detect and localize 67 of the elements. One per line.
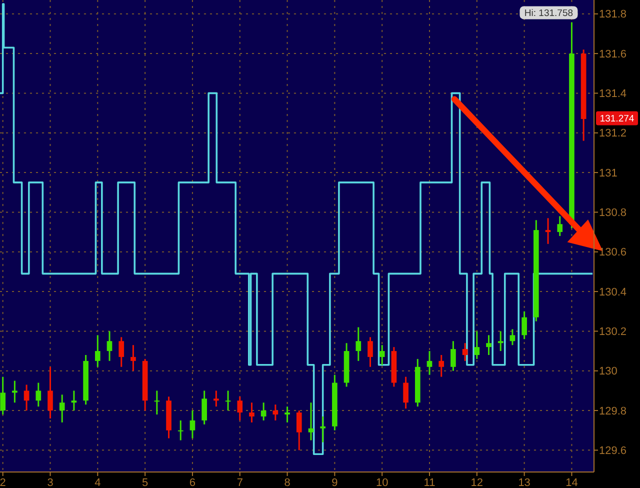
candlestick <box>510 328 516 346</box>
y-tick-label: 129.6 <box>599 445 627 458</box>
candlestick <box>426 350 432 376</box>
candlestick <box>284 406 290 424</box>
x-tick-label: 12 <box>470 477 484 488</box>
annotation: Hi: 131.758 <box>524 8 574 20</box>
candlestick <box>368 336 373 368</box>
x-tick-label: 5 <box>142 477 148 488</box>
candlestick <box>94 334 100 368</box>
x-tick-label: 14 <box>566 477 578 488</box>
x-tick-label: 4 <box>94 477 101 488</box>
candlestick <box>48 366 53 420</box>
y-tick-label: 130.8 <box>599 207 627 220</box>
x-tick-label: 11 <box>424 477 436 488</box>
candlestick <box>462 342 468 362</box>
x-tick-label: 13 <box>518 477 530 488</box>
candlestick <box>486 334 492 356</box>
y-tick-label: 130.6 <box>599 246 627 259</box>
x-tick-label: 6 <box>189 477 196 488</box>
candlestick <box>498 330 504 352</box>
candlestick <box>296 410 302 451</box>
candlestick <box>237 396 243 422</box>
candlestick <box>106 330 112 362</box>
candlestick <box>272 404 278 422</box>
candlestick <box>118 336 124 368</box>
candlestick <box>260 402 266 422</box>
x-tick-label: 2 <box>0 477 6 488</box>
y-tick-label: 131.4 <box>599 88 627 100</box>
y-tick-label: 131.8 <box>599 8 627 21</box>
candlestick <box>12 380 18 404</box>
y-tick-label: 130.2 <box>599 326 627 338</box>
candlestick <box>225 390 231 412</box>
candlestick <box>308 402 314 442</box>
candlestick <box>71 390 77 412</box>
x-tick-label: 9 <box>332 477 338 488</box>
candlestick <box>190 410 196 440</box>
annotation: 131.274 <box>600 114 634 125</box>
candlestick <box>545 217 551 245</box>
candlestick <box>356 326 362 362</box>
candlestick <box>320 416 326 443</box>
y-tick-label: 130 <box>599 366 618 378</box>
candlestick <box>438 354 444 378</box>
candlestick <box>178 420 184 442</box>
y-tick-label: 130.4 <box>599 286 627 298</box>
candlestick <box>403 376 408 410</box>
y-tick-label: 131.2 <box>599 128 627 140</box>
candlestick <box>154 390 160 416</box>
candlestick <box>249 402 254 424</box>
candlestick <box>0 376 6 416</box>
candlestick <box>379 344 385 366</box>
y-tick-label: 131 <box>599 167 618 180</box>
candlestick <box>24 384 30 412</box>
candlestick <box>36 382 42 408</box>
candlestick <box>557 215 563 237</box>
x-tick-label: 3 <box>47 477 54 488</box>
candlestick <box>130 344 136 372</box>
candlestick <box>450 340 456 372</box>
x-tick-label: 8 <box>284 477 290 488</box>
candlestick <box>59 394 65 424</box>
x-tick-label: 10 <box>376 477 388 488</box>
candlestick <box>474 330 480 360</box>
y-tick-label: 131.6 <box>599 48 627 60</box>
x-tick-label: 7 <box>236 477 243 488</box>
candlestick <box>214 390 219 408</box>
candlestick <box>202 390 207 426</box>
candlestick <box>522 310 527 340</box>
y-tick-label: 129.8 <box>599 405 627 418</box>
